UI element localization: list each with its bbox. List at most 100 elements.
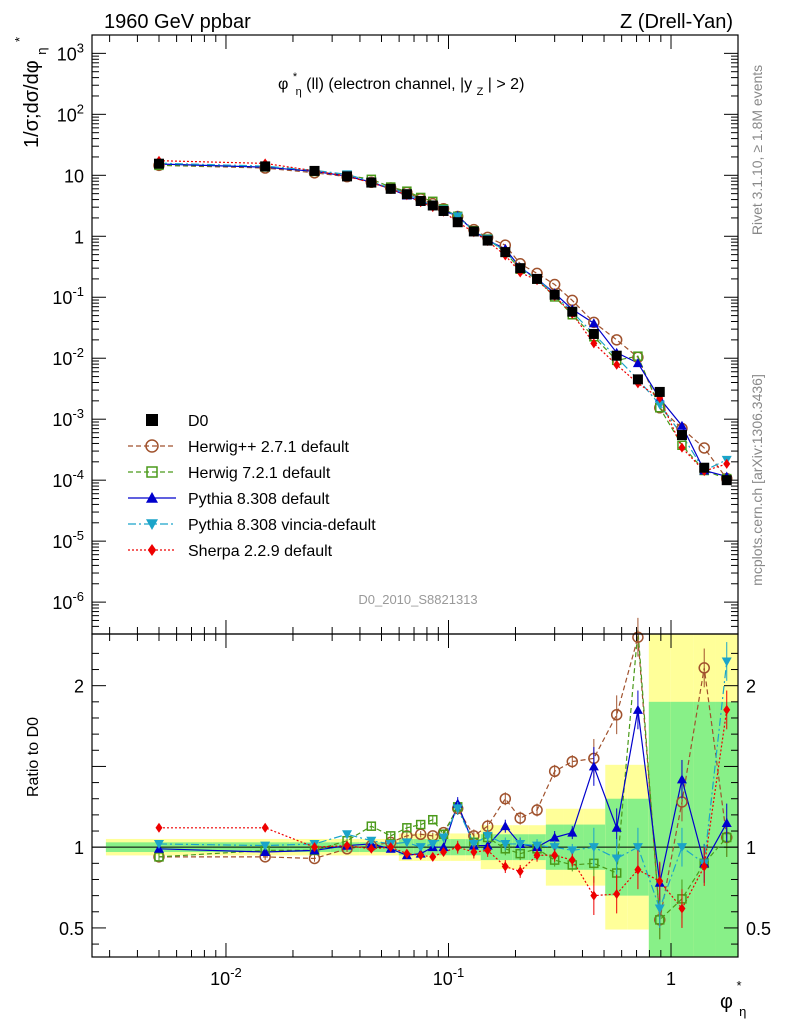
xlabel-eta: η	[739, 1004, 746, 1019]
stat-band-green	[693, 701, 716, 957]
sherpa-ratio-point	[634, 864, 642, 875]
tick-base: 10	[52, 593, 72, 613]
ratio-y-axis-label: Ratio to D0	[25, 717, 42, 797]
data-point	[309, 165, 320, 176]
data-point	[588, 328, 599, 339]
tick-base: 10	[52, 288, 72, 308]
title-rest: (ll) (electron channel, |y	[306, 76, 472, 93]
stat-band-green	[648, 701, 671, 957]
legend-marker-herwigpp	[145, 439, 159, 453]
vincia-ratio-point	[468, 839, 479, 849]
x-tick-label: 10-2	[210, 965, 242, 989]
sherpa-ratio-point	[501, 861, 509, 872]
title-phi: φ	[278, 76, 288, 93]
sherpa-ratio-point	[723, 704, 731, 715]
vincia-ratio-point	[611, 854, 622, 864]
legend-label-data: D0	[188, 413, 209, 430]
y-tick-label: 10-5	[52, 528, 84, 552]
legend-entry-herwig7: Herwig 7.2.1 default	[128, 465, 331, 482]
tick-base: 10	[52, 471, 72, 491]
vincia-ratio-point	[482, 831, 493, 841]
legend-marker-pythia	[146, 492, 158, 503]
y-tick-label: 10-3	[52, 406, 84, 430]
ratio-y-tick-label-right: 1	[746, 838, 756, 858]
tick-base: 10	[57, 105, 77, 125]
ratio-y-tick-label: 1	[74, 838, 84, 858]
herwig7-ratio-point	[154, 852, 164, 862]
ratio-y-tick-label-right: 0.5	[746, 919, 771, 939]
data-point	[153, 158, 164, 169]
sherpa-ratio-point	[454, 842, 462, 853]
sherpa-ratio-point	[484, 845, 492, 856]
legend-marker-herwig7	[146, 466, 158, 478]
sherpa-ratio-point	[155, 822, 163, 833]
pythia-ratio-point	[588, 761, 599, 771]
x-axis-label: φ * η	[720, 973, 747, 1019]
legend-label-sherpa: Sherpa 2.2.9 default	[188, 543, 333, 560]
sherpa-main-point	[678, 442, 686, 453]
data-point	[515, 263, 526, 274]
vincia-ratio-point	[632, 843, 643, 853]
ratio-panel-frame	[91, 633, 739, 958]
tick-exponent: -1	[72, 284, 84, 299]
pythia-ratio-point	[438, 842, 449, 852]
data-point	[500, 247, 511, 258]
data-point	[611, 350, 622, 361]
energy-label: 1960 GeV ppbar	[104, 11, 251, 33]
vincia-ratio-point	[532, 841, 543, 851]
sherpa-ratio-point	[440, 847, 448, 858]
herwig7-ratio-point	[428, 814, 438, 825]
data-point	[699, 462, 710, 473]
uncertainty-bands	[105, 634, 738, 957]
vincia-ratio-point	[549, 843, 560, 853]
vincia-ratio-point	[427, 839, 438, 849]
legend-entry-vincia: Pythia 8.308 vincia-default	[128, 517, 376, 534]
data-point	[532, 273, 543, 284]
tick-base: 10	[57, 44, 77, 64]
vincia-ratio-point	[500, 839, 511, 849]
sherpa-ratio-point	[568, 855, 576, 866]
pythia-ratio-point	[260, 847, 271, 857]
sherpa-ratio-point	[367, 843, 375, 854]
pythia-ratio-point	[611, 822, 622, 832]
process-label: Z (Drell-Yan)	[620, 11, 733, 33]
tick-base: 10	[52, 532, 72, 552]
ylabel-text: 1/σ;dσ/dφ	[21, 60, 43, 148]
sherpa-ratio-point	[387, 842, 395, 853]
pythia-main-point	[632, 358, 643, 368]
data-point	[427, 200, 438, 211]
vincia-ratio-point	[567, 846, 578, 856]
data-point	[385, 183, 396, 194]
sherpa-ratio-point	[590, 890, 598, 901]
data-point	[401, 189, 412, 200]
legend-entry-sherpa: Sherpa 2.2.9 default	[128, 543, 333, 560]
legend: D0 Herwig++ 2.7.1 default Herwig 7.2.1 def…	[128, 413, 376, 560]
axis-ticks: 10-2 10-1 110-610-510-410-310-210-11101021…	[52, 34, 771, 989]
sherpa-ratio-point	[343, 840, 351, 851]
vincia-ratio-point	[415, 843, 426, 853]
herwig7-ratio-point	[385, 831, 396, 841]
herwigpp-main-point	[588, 316, 600, 329]
data-point	[415, 195, 426, 206]
plot-title: φ * η (ll) (electron channel, |y Z | > 2…	[278, 67, 524, 99]
legend-entry-herwigpp: Herwig++ 2.7.1 default	[128, 439, 350, 456]
tick-exponent: -2	[72, 345, 84, 360]
legend-label-herwig7: Herwig 7.2.1 default	[188, 465, 331, 482]
sherpa-main-point	[590, 338, 598, 349]
herwigpp-ratio-point	[566, 755, 579, 768]
tick-base: 10	[210, 969, 230, 989]
vincia-ratio-point	[676, 843, 687, 853]
y-tick-label: 10-1	[52, 284, 84, 308]
pythia-main-point	[676, 420, 687, 430]
y-tick-label: 103	[57, 40, 84, 64]
sherpa-ratio-point	[429, 851, 437, 862]
vincia-ratio-point	[452, 804, 463, 814]
tick-exponent: -6	[72, 589, 84, 604]
vincia-ratio-point	[588, 843, 599, 853]
tick-exponent: -4	[72, 467, 84, 482]
tick-exponent: -1	[453, 965, 465, 980]
sherpa-main-point	[613, 359, 621, 370]
data-point	[676, 430, 687, 441]
herwigpp-ratio-point	[698, 662, 710, 674]
legend-marker-data	[146, 414, 158, 426]
